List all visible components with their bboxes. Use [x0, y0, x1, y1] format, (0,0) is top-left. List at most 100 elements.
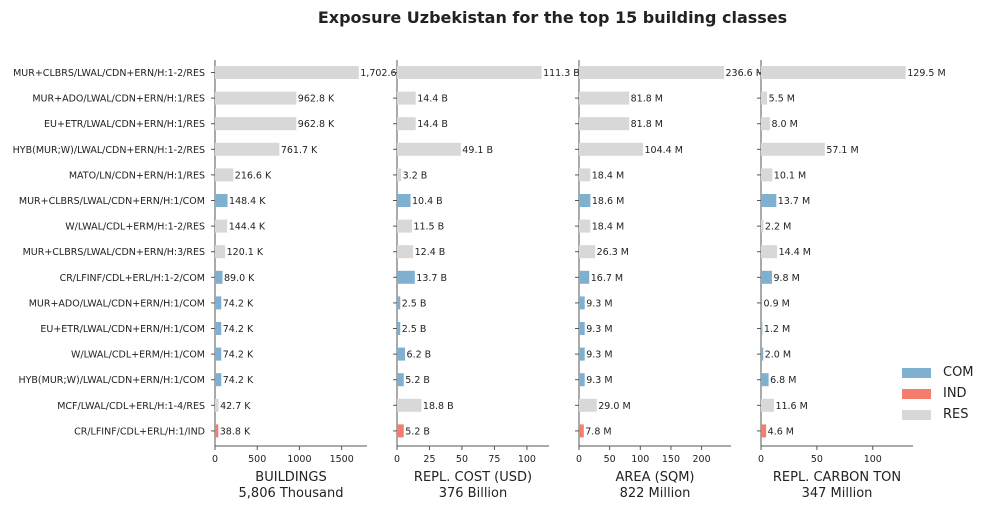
data-label: 2.0 M	[765, 350, 791, 361]
panel-total-label: 5,806 Thousand	[239, 486, 344, 501]
bar	[579, 66, 725, 79]
bar	[761, 117, 770, 131]
bar	[579, 398, 597, 412]
x-tick-label: 1000	[287, 454, 311, 465]
data-label: 26.3 M	[597, 247, 629, 258]
bar	[579, 270, 590, 284]
legend: COM IND RES	[902, 362, 974, 425]
legend-swatch-res	[902, 409, 931, 420]
bar	[579, 117, 630, 131]
data-label: 9.3 M	[586, 375, 612, 386]
category-label: MUR+ADO/LWAL/CDN+ERN/H:1/COM	[29, 298, 205, 309]
bar	[215, 117, 297, 131]
bar	[397, 66, 542, 79]
x-tick-label: 100	[864, 454, 882, 465]
bar	[397, 424, 404, 438]
data-label: 1.2 M	[764, 324, 790, 335]
data-label: 14.4 M	[779, 247, 811, 258]
bar	[215, 142, 280, 156]
x-tick-label: 75	[488, 454, 500, 465]
bar	[215, 322, 222, 335]
data-label: 9.3 M	[586, 350, 612, 361]
chart-title: Exposure Uzbekistan for the top 15 build…	[317, 8, 788, 27]
bar	[761, 373, 769, 387]
bar	[761, 322, 763, 335]
legend-label-ind: IND	[943, 386, 967, 401]
bar	[215, 66, 359, 79]
x-tick-label: 500	[248, 454, 266, 465]
bar	[761, 168, 773, 182]
category-label: MATO/LN/CDN+ERN/H:1/RES	[69, 170, 205, 181]
bar	[215, 91, 297, 105]
bar	[215, 245, 226, 259]
x-tick-label: 0	[394, 454, 400, 465]
x-axis-label: REPL. COST (USD)	[414, 470, 532, 485]
data-label: 18.4 M	[592, 170, 624, 181]
panel-total-label: 347 Million	[802, 486, 873, 501]
bar	[579, 168, 591, 182]
x-tick-label: 0	[758, 454, 764, 465]
data-label: 236.6 M	[726, 68, 764, 79]
bar	[397, 168, 402, 182]
x-tick-label: 100	[631, 454, 649, 465]
bar	[579, 219, 591, 233]
category-label: W/LWAL/CDL+ERM/H:1/COM	[71, 350, 205, 361]
bar	[397, 245, 414, 259]
data-label: 38.8 K	[220, 426, 251, 437]
data-label: 2.2 M	[765, 222, 791, 233]
data-label: 9.8 M	[773, 273, 799, 284]
data-label: 8.0 M	[771, 119, 797, 130]
legend-item-com: COM	[902, 362, 974, 383]
data-label: 2.5 B	[402, 324, 427, 335]
data-label: 14.4 B	[417, 94, 448, 105]
panel-total-label: 376 Billion	[439, 486, 508, 501]
data-label: 29.0 M	[598, 401, 630, 412]
bar	[397, 91, 416, 105]
bar	[579, 296, 585, 310]
data-label: 10.4 B	[412, 196, 443, 207]
category-label: CR/LFINF/CDL+ERL/H:1-2/COM	[60, 273, 205, 284]
legend-label-com: COM	[943, 365, 974, 380]
bar	[761, 66, 906, 79]
data-label: 761.7 K	[281, 145, 318, 156]
data-label: 81.8 M	[631, 119, 663, 130]
bar	[215, 424, 219, 438]
category-label: W/LWAL/CDL+ERM/H:1-2/RES	[65, 222, 205, 233]
data-label: 18.8 B	[423, 401, 454, 412]
legend-item-res: RES	[902, 404, 974, 425]
data-label: 13.7 B	[416, 273, 447, 284]
bar	[761, 424, 767, 438]
bar	[579, 373, 585, 387]
bar	[761, 347, 764, 361]
data-label: 74.2 K	[223, 324, 254, 335]
bar	[397, 398, 422, 412]
data-label: 5.5 M	[769, 94, 795, 105]
data-label: 18.4 M	[592, 222, 624, 233]
bar	[215, 219, 228, 233]
bar	[579, 424, 584, 438]
x-tick-label: 50	[604, 454, 616, 465]
data-label: 1,702.6 K	[360, 68, 406, 79]
bar	[579, 347, 585, 361]
data-label: 962.8 K	[298, 94, 335, 105]
data-label: 89.0 K	[224, 273, 255, 284]
data-label: 0.9 M	[764, 298, 790, 309]
data-label: 2.5 B	[402, 298, 427, 309]
bar	[215, 398, 219, 412]
bar	[397, 322, 401, 335]
bar	[397, 373, 404, 387]
bar	[579, 245, 596, 259]
data-label: 120.1 K	[227, 247, 264, 258]
panel-total-label: 822 Million	[620, 486, 691, 501]
bar	[761, 245, 778, 259]
data-label: 3.2 B	[403, 170, 428, 181]
bar	[215, 347, 222, 361]
x-axis-label: AREA (SQM)	[615, 470, 694, 485]
category-label: HYB(MUR;W)/LWAL/CDN+ERN/H:1/COM	[18, 375, 205, 386]
legend-item-ind: IND	[902, 383, 974, 404]
category-label: MCF/LWAL/CDL+ERL/H:1-4/RES	[57, 401, 205, 412]
x-tick-label: 50	[811, 454, 823, 465]
data-label: 11.5 B	[413, 222, 444, 233]
bar	[215, 373, 222, 387]
data-label: 10.1 M	[774, 170, 806, 181]
